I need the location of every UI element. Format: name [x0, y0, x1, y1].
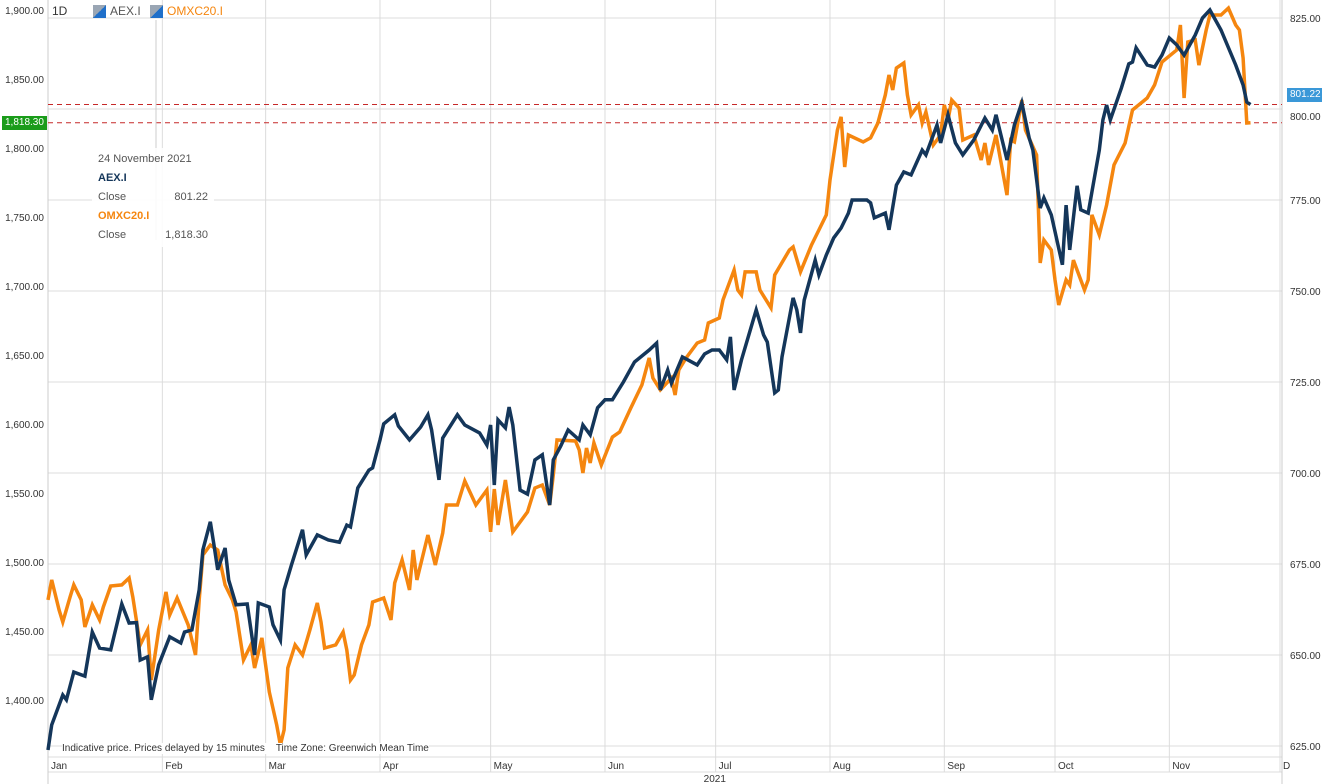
month-tick-label: Mar	[269, 761, 287, 772]
right-axis-tick-label: 675.00	[1290, 560, 1321, 571]
left-axis-tick-label: 1,600.00	[5, 420, 44, 431]
right-axis-tick-label: 800.00	[1290, 112, 1321, 123]
interval-label[interactable]: 1D	[52, 3, 67, 19]
month-tick-label: Oct	[1058, 761, 1074, 772]
month-tick-label: Sep	[947, 761, 965, 772]
month-tick-label: May	[494, 761, 513, 772]
month-tick-label: Nov	[1172, 761, 1190, 772]
crosshair-tooltip: 24 November 2021 AEX.I Close 801.22 OMXC2…	[92, 148, 214, 247]
right-axis-tick-label: 700.00	[1290, 469, 1321, 480]
legend-item-aex[interactable]: AEX.I	[93, 3, 141, 19]
left-axis-tick-label: 1,800.00	[5, 144, 44, 155]
right-axis-tick-label: 625.00	[1290, 742, 1321, 753]
tooltip-series-omx: OMXC20.I	[98, 210, 150, 222]
left-axis-tick-label: 1,550.00	[5, 489, 44, 500]
series-line-omx	[46, 5, 1251, 746]
month-tick-label: Jun	[608, 761, 624, 772]
right-axis-tick-label: 775.00	[1290, 196, 1321, 207]
legend-label-aex: AEX.I	[110, 4, 141, 18]
legend-item-omx[interactable]: OMXC20.I	[150, 3, 223, 19]
right-axis-tick-label: 750.00	[1290, 287, 1321, 298]
equity-icon	[93, 4, 106, 18]
footer-note: Indicative price. Prices delayed by 15 m…	[62, 743, 429, 754]
month-tick-label: Apr	[383, 761, 399, 772]
month-tick-label: D	[1283, 761, 1290, 772]
left-axis-tick-label: 1,750.00	[5, 213, 44, 224]
left-axis-tick-label: 1,850.00	[5, 75, 44, 86]
interval-text: 1D	[52, 4, 68, 18]
tooltip-series-aex: AEX.I	[98, 172, 127, 184]
month-tick-label: Jan	[51, 761, 67, 772]
year-label: 2021	[704, 774, 727, 784]
right-axis-tick-label: 725.00	[1290, 378, 1321, 389]
tooltip-close-label: Close	[98, 229, 127, 241]
left-axis-tick-label: 1,650.00	[5, 351, 44, 362]
right-axis-tick-label: 825.00	[1290, 14, 1321, 25]
left-axis-tick-label: 1,400.00	[5, 696, 44, 707]
legend-label-omx: OMXC20.I	[167, 4, 224, 18]
tooltip-date: 24 November 2021	[98, 153, 192, 165]
left-axis-tick-label: 1,700.00	[5, 282, 44, 293]
left-axis-tick-label: 1,450.00	[5, 627, 44, 638]
month-tick-label: Jul	[719, 761, 732, 772]
equity-icon	[150, 4, 163, 18]
tooltip-close-label: Close	[98, 191, 127, 203]
left-axis-tick-label: 1,900.00	[5, 6, 44, 17]
right-price-badge: 801.22	[1287, 88, 1322, 102]
tooltip-close-value-omx: 1,818.30	[165, 229, 208, 241]
left-price-badge: 1,818.30	[2, 116, 47, 130]
month-tick-label: Aug	[833, 761, 851, 772]
tooltip-close-value-aex: 801.22	[174, 191, 208, 203]
series-line-aex	[46, 7, 1252, 751]
left-axis-tick-label: 1,500.00	[5, 558, 44, 569]
right-axis-tick-label: 650.00	[1290, 651, 1321, 662]
month-tick-label: Feb	[165, 761, 183, 772]
